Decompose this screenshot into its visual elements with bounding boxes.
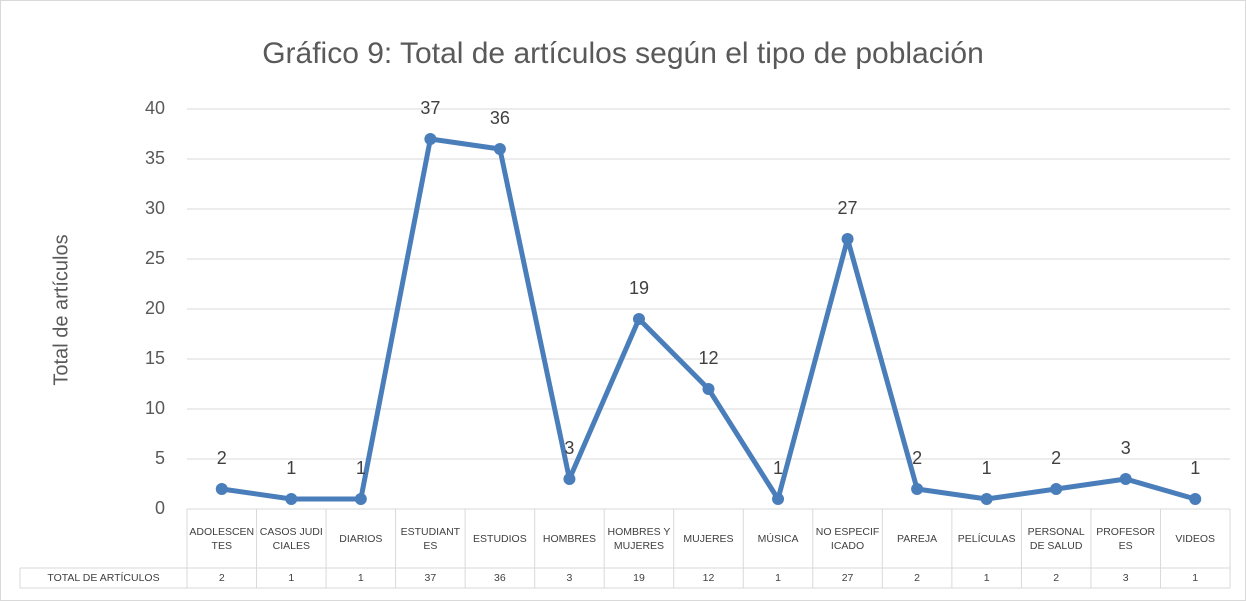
x-tick-label: HOMBRES Y MUJERES bbox=[607, 525, 671, 552]
data-label: 2 bbox=[217, 448, 227, 468]
x-tick-label: PROFESORES bbox=[1096, 525, 1156, 552]
table-value: 19 bbox=[633, 572, 645, 584]
x-tick-label: MUJERES bbox=[683, 532, 734, 545]
data-label: 1 bbox=[286, 458, 296, 478]
table-value: 2 bbox=[914, 572, 921, 584]
marker bbox=[1119, 473, 1132, 485]
x-tick-label: DIARIOS bbox=[339, 532, 383, 545]
data-label: 3 bbox=[1121, 438, 1131, 458]
marker bbox=[354, 493, 367, 505]
table-value: 3 bbox=[566, 572, 573, 584]
table-value: 1 bbox=[288, 572, 295, 584]
table-value: 2 bbox=[218, 572, 225, 584]
marker bbox=[493, 143, 506, 155]
marker bbox=[980, 493, 993, 505]
x-tick-label: ESTUDIOS bbox=[473, 532, 527, 545]
x-tick-label: PERSONAL DE SALUD bbox=[1027, 525, 1085, 552]
y-tick-label: 30 bbox=[145, 198, 165, 218]
data-label: 37 bbox=[420, 98, 440, 118]
x-tick-label: PAREJA bbox=[897, 532, 938, 545]
table-value: 12 bbox=[702, 572, 715, 584]
y-tick-label: 25 bbox=[145, 248, 165, 268]
data-label: 1 bbox=[773, 458, 783, 478]
y-tick-label: 20 bbox=[145, 298, 165, 318]
marker bbox=[424, 133, 437, 145]
table-value: 36 bbox=[494, 572, 506, 584]
y-axis-label: Total de artículos bbox=[50, 234, 72, 385]
table-value: 1 bbox=[983, 572, 990, 584]
table-value: 2 bbox=[1053, 572, 1060, 584]
y-tick-label: 5 bbox=[155, 448, 165, 468]
data-label: 1 bbox=[1190, 458, 1200, 478]
data-label: 1 bbox=[982, 458, 992, 478]
data-label: 27 bbox=[838, 198, 858, 218]
x-tick-label: NO ESPECIFICADO bbox=[815, 525, 880, 552]
marker bbox=[1050, 483, 1063, 495]
x-tick-label: VIDEOS bbox=[1175, 532, 1216, 545]
table-value: 27 bbox=[841, 572, 854, 584]
data-label: 3 bbox=[564, 438, 574, 458]
x-tick-label: ADOLESCENTES bbox=[189, 525, 255, 552]
table-value: 1 bbox=[775, 572, 781, 584]
y-tick-label: 40 bbox=[145, 98, 165, 118]
table-value: 1 bbox=[357, 572, 364, 584]
data-label: 19 bbox=[629, 278, 649, 298]
marker bbox=[911, 483, 924, 495]
marker bbox=[1189, 493, 1202, 505]
x-tick-label: PELÍCULAS bbox=[957, 532, 1016, 545]
data-label: 36 bbox=[490, 108, 510, 128]
y-tick-label: 0 bbox=[155, 498, 165, 518]
chart-title: Gráfico 9: Total de artículos según el t… bbox=[262, 37, 984, 70]
data-label: 2 bbox=[912, 448, 922, 468]
x-tick-label: CASOS JUDICIALES bbox=[259, 525, 323, 552]
marker bbox=[632, 313, 645, 325]
marker bbox=[702, 383, 715, 395]
x-tick-label: ESTUDIANTES bbox=[400, 525, 461, 552]
table-value: 3 bbox=[1122, 572, 1129, 584]
y-tick-label: 35 bbox=[145, 148, 165, 168]
x-tick-label: HOMBRES bbox=[542, 532, 596, 545]
data-label: 2 bbox=[1051, 448, 1061, 468]
table-value: 37 bbox=[424, 572, 437, 584]
marker bbox=[285, 493, 298, 505]
data-label: 12 bbox=[698, 348, 718, 368]
y-tick-label: 10 bbox=[145, 398, 165, 418]
data-label: 1 bbox=[356, 458, 366, 478]
x-tick-label: MÚSICA bbox=[757, 532, 799, 545]
marker bbox=[215, 483, 228, 495]
marker bbox=[772, 493, 785, 505]
table-series-name: TOTAL DE ARTÍCULOS bbox=[47, 572, 160, 584]
y-tick-label: 15 bbox=[145, 348, 165, 368]
marker bbox=[841, 233, 854, 245]
table-value: 1 bbox=[1192, 572, 1199, 584]
marker bbox=[563, 473, 576, 485]
